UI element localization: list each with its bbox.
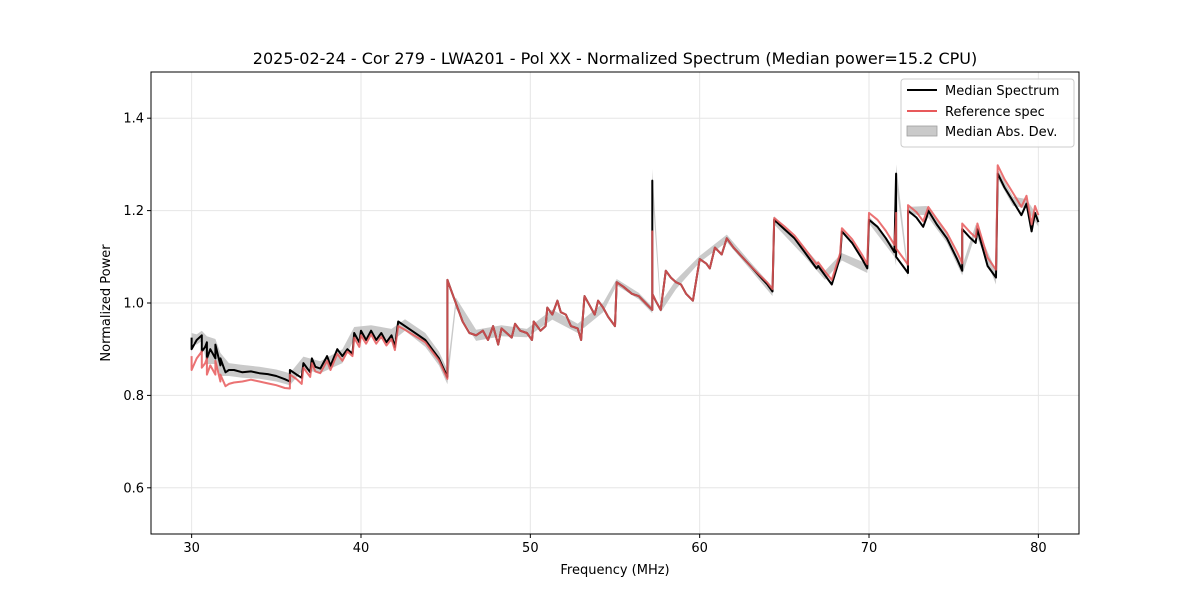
y-tick-label: 0.8 — [123, 389, 144, 404]
x-tick-label: 50 — [522, 541, 539, 556]
chart-title: 2025-02-24 - Cor 279 - LWA201 - Pol XX -… — [253, 49, 977, 68]
legend-label-reference: Reference spec — [945, 105, 1045, 120]
x-tick-label: 80 — [1030, 541, 1047, 556]
y-tick-label: 0.6 — [123, 481, 144, 496]
x-axis: 30 40 50 60 70 80 — [183, 534, 1047, 556]
reference-spec-line — [190, 164, 1040, 390]
legend-box — [900, 78, 1075, 148]
legend-label-median: Median Spectrum — [945, 84, 1059, 99]
x-tick-label: 60 — [691, 541, 708, 556]
y-tick-label: 1.0 — [123, 297, 144, 312]
y-axis-label: Normalized Power — [99, 244, 114, 362]
y-tick-label: 1.2 — [123, 204, 144, 219]
legend-label-mad: Median Abs. Dev. — [945, 125, 1057, 140]
series-layer — [190, 164, 1040, 390]
x-tick-label: 40 — [353, 541, 370, 556]
y-tick-label: 1.4 — [123, 112, 144, 127]
x-tick-label: 70 — [861, 541, 878, 556]
x-tick-label: 30 — [183, 541, 200, 556]
grid — [151, 72, 1079, 534]
y-axis: 0.6 0.8 1.0 1.2 1.4 — [123, 112, 151, 496]
legend: Median Spectrum Reference spec Median Ab… — [900, 78, 1075, 148]
plot-area — [150, 71, 1080, 535]
x-axis-label: Frequency (MHz) — [560, 563, 669, 578]
legend-swatch-mad — [906, 125, 938, 137]
